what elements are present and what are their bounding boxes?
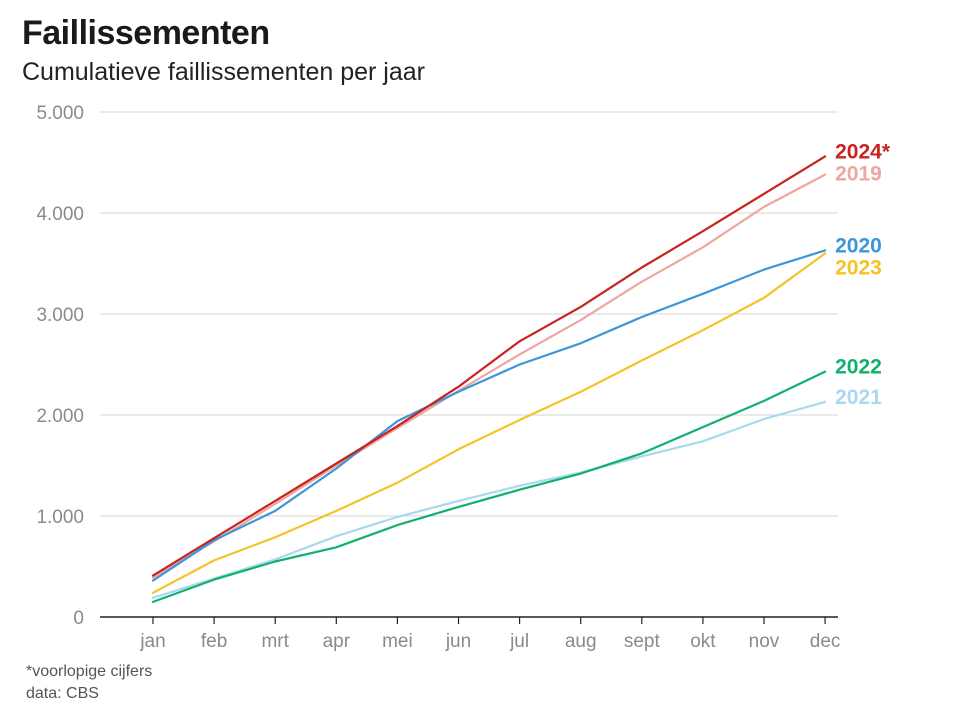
- series-line-2020: [151, 249, 827, 582]
- x-tick-label: jul: [509, 631, 529, 652]
- x-tick-label: apr: [323, 631, 351, 652]
- y-tick-label: 3.000: [36, 305, 84, 326]
- provisional-asterisk: *: [882, 140, 891, 163]
- series-label-text: 2023: [835, 256, 882, 279]
- y-tick-label: 5.000: [36, 103, 84, 124]
- series-line-2024: [151, 155, 827, 577]
- y-tick-label: 4.000: [36, 204, 84, 225]
- chart-title: Faillissementen: [22, 14, 270, 52]
- x-tick-label: nov: [749, 631, 780, 652]
- x-tick-label: feb: [201, 631, 227, 652]
- series-label-text: 2022: [835, 356, 882, 379]
- x-tick-label: mrt: [261, 631, 289, 652]
- x-tick-label: mei: [382, 631, 413, 652]
- series-label-2019: 2019: [835, 162, 882, 185]
- y-tick-label: 2.000: [36, 406, 84, 427]
- y-tick-label: 1.000: [36, 507, 84, 528]
- x-tick-label: jun: [445, 631, 471, 652]
- series-line-2023: [151, 252, 827, 594]
- y-axis-ticks: 0 1.000 2.000 3.000 4.000 5.000: [36, 103, 84, 629]
- series-lines: [151, 155, 827, 604]
- x-tick-label: okt: [690, 631, 716, 652]
- chart-subtitle: Cumulatieve faillissementen per jaar: [22, 58, 425, 86]
- x-tick-label: aug: [565, 631, 597, 652]
- series-label-text: 2020: [835, 234, 882, 257]
- series-label-2022: 2022: [835, 356, 882, 379]
- series-label-text: 2021: [835, 386, 882, 409]
- x-tick-label: sept: [624, 631, 661, 652]
- gridlines: [100, 111, 838, 517]
- x-axis: jan feb mrt apr mei jun jul aug sept okt nov dec: [100, 616, 841, 652]
- series-line-2019: [151, 173, 827, 579]
- series-label-2024: 2024*: [835, 140, 891, 163]
- footnote: *voorlopige cijfers: [26, 663, 153, 680]
- series-label-2020: 2020: [835, 234, 882, 257]
- series-line-2022: [151, 370, 827, 604]
- series-label-text: 2019: [835, 162, 882, 185]
- series-label-2021: 2021: [835, 386, 882, 409]
- series-label-2023: 2023: [835, 256, 882, 279]
- series-label-text: 2024: [835, 140, 882, 163]
- x-tick-label: dec: [810, 631, 841, 652]
- x-tick-label: jan: [139, 631, 165, 652]
- y-tick-label: 0: [73, 608, 84, 629]
- source-note: data: CBS: [26, 685, 99, 702]
- series-line-2021: [151, 400, 827, 599]
